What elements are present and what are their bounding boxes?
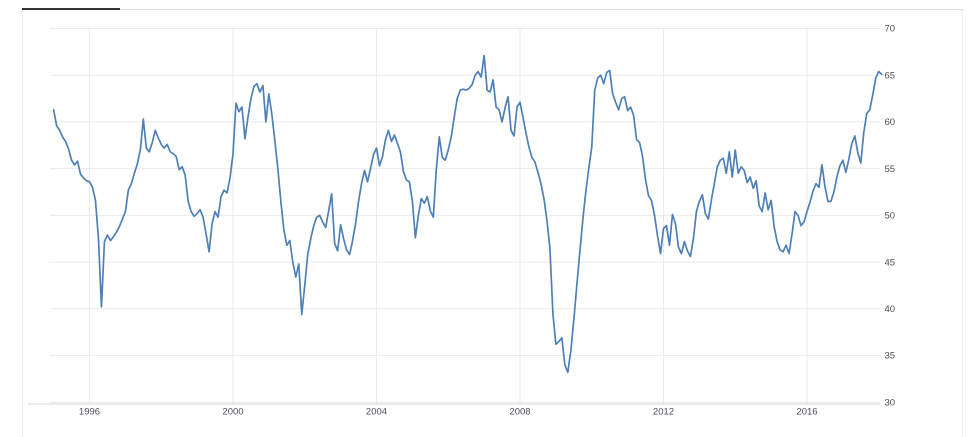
y-axis-tick-label: 35	[885, 351, 896, 362]
x-axis-tick-label: 2012	[653, 407, 674, 418]
series-line	[52, 54, 883, 374]
y-axis-tick-label: 30	[885, 397, 896, 408]
y-axis-tick-label: 60	[885, 117, 896, 128]
x-axis-tick-label: 2004	[366, 407, 387, 418]
y-axis-tick-label: 55	[885, 164, 896, 175]
y-axis-tick-label: 40	[885, 304, 896, 315]
x-grid-and-labels: 1996 2000 2004 2008 2012 2016	[79, 28, 818, 418]
y-grid-and-labels: 30 35 40 45 50 55 60 65 70	[50, 24, 896, 408]
y-axis-tick-label: 65	[885, 70, 896, 81]
y-axis-tick-label: 50	[885, 211, 896, 222]
x-axis-tick-label: 2016	[796, 407, 817, 418]
x-axis-tick-label: 2000	[222, 407, 243, 418]
x-axis-tick-label: 1996	[79, 407, 100, 418]
x-axis-tick-label: 2008	[509, 407, 530, 418]
y-axis-tick-label: 70	[885, 24, 896, 35]
y-axis-tick-label: 45	[885, 257, 896, 268]
